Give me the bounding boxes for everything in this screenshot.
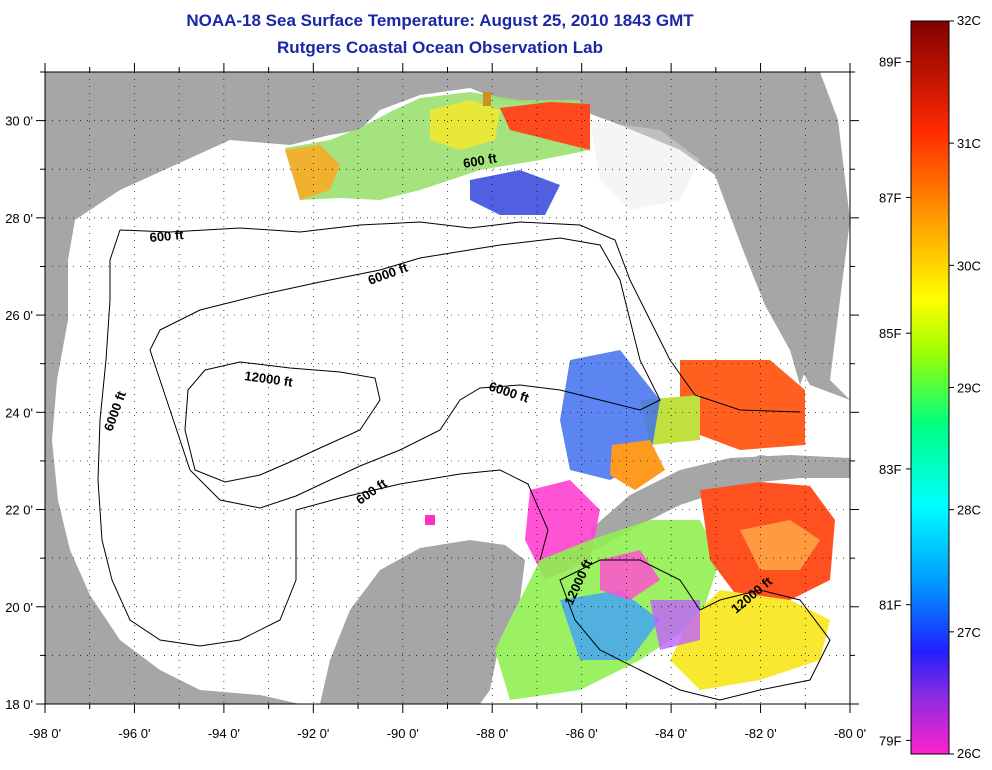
gulf-ocean [52, 88, 850, 704]
celsius-label: 29C [957, 381, 981, 396]
fahrenheit-label: 85F [879, 326, 901, 341]
sst-data-patches [285, 92, 835, 700]
lat-tick-label: 20 0' [5, 600, 33, 615]
yucatan-land [320, 540, 525, 704]
axis-tick-labels: -98 0' -96 0' -94 0' -92 0' -90 0' -88 0' -86 … [5, 114, 866, 741]
lon-tick-label: -92 0' [297, 726, 329, 741]
contour-label: 600 ft [462, 150, 499, 171]
contour-12000ft-carib [559, 559, 831, 701]
lon-tick-label: -98 0' [29, 726, 61, 741]
chart-title: NOAA-18 Sea Surface Temperature: August … [186, 11, 694, 30]
lon-tick-label: -82 0' [744, 726, 776, 741]
celsius-label: 32C [957, 13, 981, 28]
lon-tick-label: -86 0' [566, 726, 598, 741]
depth-contours [97, 221, 831, 701]
map-frame [44, 71, 851, 705]
lon-tick-label: -84 0' [655, 726, 687, 741]
fahrenheit-label: 79F [879, 733, 901, 748]
celsius-label: 26C [957, 746, 981, 761]
celsius-label: 28C [957, 503, 981, 518]
lat-tick-label: 18 0' [5, 697, 33, 712]
lat-tick-label: 28 0' [5, 211, 33, 226]
colorbar-ticks: 32C 31C 30C 29C 28C 27C 26C 89F 87F 85F 83F 81F 79F [879, 13, 981, 761]
chart-subtitle: Rutgers Coastal Ocean Observation Lab [277, 38, 603, 57]
lat-tick-label: 26 0' [5, 308, 33, 323]
colorbar [910, 20, 950, 755]
lon-tick-label: -88 0' [476, 726, 508, 741]
atlantic-ocean [820, 72, 850, 400]
lat-tick-label: 30 0' [5, 114, 33, 129]
lat-tick-label: 24 0' [5, 405, 33, 420]
fahrenheit-label: 87F [879, 190, 901, 205]
fahrenheit-label: 83F [879, 462, 901, 477]
lon-tick-label: -80 0' [834, 726, 866, 741]
lat-tick-label: 22 0' [5, 503, 33, 518]
graticule [36, 63, 859, 713]
lon-tick-label: -96 0' [118, 726, 150, 741]
contour-label: 600 ft [149, 227, 185, 245]
florida-land [690, 90, 845, 385]
fahrenheit-label: 89F [879, 55, 901, 70]
celsius-label: 27C [957, 625, 981, 640]
contour-6000ft [149, 237, 661, 509]
fahrenheit-label: 81F [879, 598, 901, 613]
celsius-label: 30C [957, 258, 981, 273]
contour-label: 12000 ft [244, 368, 295, 390]
contour-600ft-shelf [97, 221, 801, 647]
celsius-label: 31C [957, 136, 981, 151]
lon-tick-label: -90 0' [387, 726, 419, 741]
contour-12000ft [184, 361, 381, 483]
cuba-land [590, 455, 850, 548]
lon-tick-label: -94 0' [208, 726, 240, 741]
